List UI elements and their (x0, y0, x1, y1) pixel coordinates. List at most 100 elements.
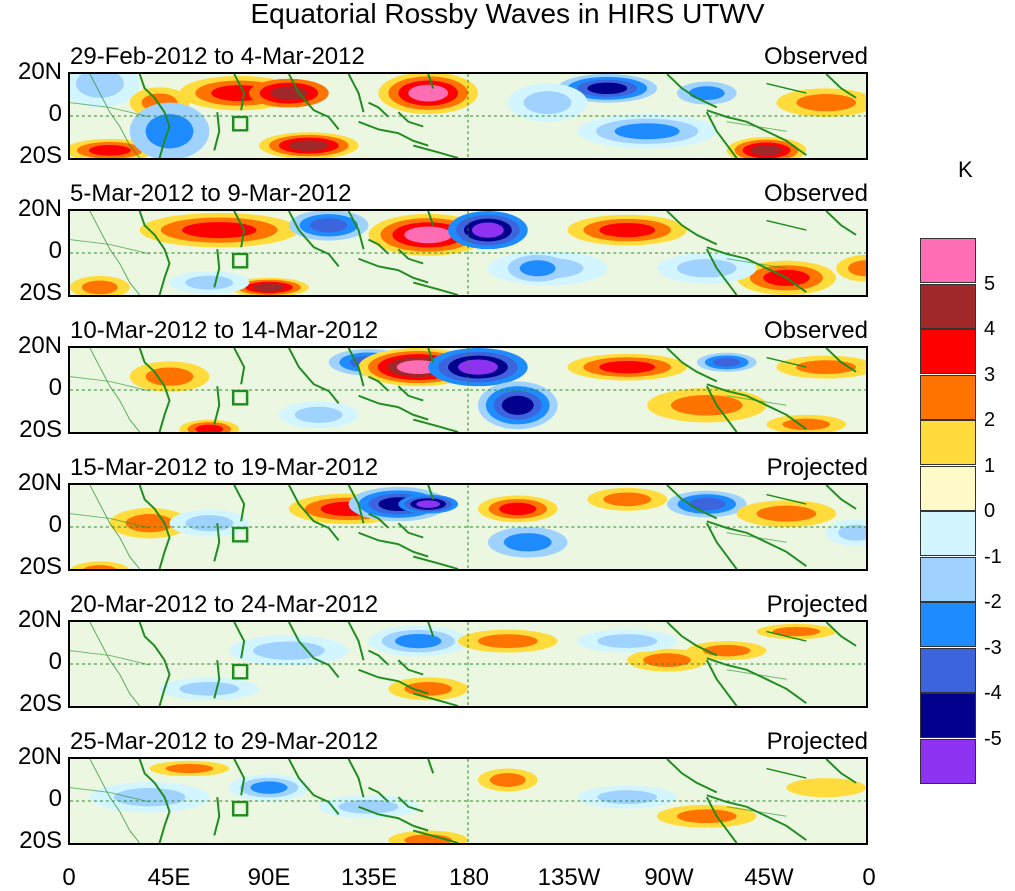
colorbar-unit: K (958, 157, 973, 182)
colorbar-swatch (920, 602, 976, 647)
y-axis-label: 0 (48, 374, 62, 401)
anomaly-contour (688, 86, 725, 100)
anomaly-contour (597, 790, 658, 805)
anomaly-contour (185, 515, 234, 532)
panel-map (68, 620, 868, 708)
map-plot (70, 348, 866, 432)
figure-title: Equatorial Rossby Waves in HIRS UTWV (250, 0, 765, 29)
anomaly-contour (404, 681, 453, 696)
anomaly-contour (523, 91, 572, 115)
panel-map (68, 483, 868, 571)
y-axis-label: 20S (19, 142, 62, 169)
x-label-45w: 45W (744, 864, 794, 891)
anomaly-contour (848, 260, 866, 277)
map-plot (70, 74, 866, 158)
panel-date-range: 15-Mar-2012 to 19-Mar-2012 (70, 454, 379, 481)
anomaly-contour (113, 788, 186, 807)
anomaly-contour (599, 222, 656, 238)
colorbar-tick-label: 2 (984, 409, 996, 431)
colorbar-swatch (920, 738, 976, 784)
anomaly-contour (676, 259, 737, 278)
colorbar-tick-label: -5 (984, 727, 1002, 750)
colorbar-swatch (920, 556, 976, 602)
panel-status: Observed (763, 43, 868, 70)
y-axis-label: 20S (19, 416, 62, 443)
anomaly-contour (395, 633, 442, 649)
y-axis-label: 20N (17, 195, 62, 222)
panel-status: Projected (766, 728, 868, 755)
x-label-0-end: 0 (862, 864, 876, 891)
anomaly-contour (519, 260, 556, 277)
anomaly-contour (489, 773, 526, 787)
y-axis-label: 20N (17, 332, 62, 359)
anomaly-contour (185, 275, 234, 290)
anomaly-contour (294, 406, 343, 423)
anomaly-contour (408, 84, 449, 102)
colorbar-swatch (920, 420, 976, 465)
y-axis-label: 20S (19, 827, 62, 854)
anomaly-contour (88, 145, 131, 156)
x-label-180: 180 (448, 864, 490, 891)
anomaly-contour (477, 634, 538, 648)
panel-map (68, 346, 868, 434)
anomaly-contour (702, 644, 751, 657)
y-axis-label: 0 (48, 785, 62, 812)
anomaly-contour (145, 367, 194, 386)
map-plot (70, 211, 866, 295)
anomaly-contour (396, 360, 440, 374)
anomaly-contour (458, 359, 498, 375)
y-axis-label: 20S (19, 553, 62, 580)
anomaly-contour (81, 280, 118, 295)
anomaly-contour (712, 357, 741, 367)
y-axis-label: 0 (48, 237, 62, 264)
anomaly-contour (165, 763, 214, 774)
colorbar-tick-label: 0 (984, 500, 996, 522)
x-label-135e: 135E (340, 864, 398, 891)
map-plot (70, 622, 866, 706)
anomaly-contour (195, 424, 224, 432)
colorbar-swatch (920, 238, 976, 283)
colorbar-swatch (920, 693, 976, 738)
anomaly-contour (688, 497, 726, 511)
panel-date-range: 29-Feb-2012 to 4-Mar-2012 (70, 43, 365, 70)
anomaly-contour (750, 145, 783, 156)
panel-map (68, 757, 868, 845)
anomaly-contour (501, 395, 534, 415)
colorbar-tick-label: 3 (984, 363, 996, 386)
x-label-90e: 90E (247, 864, 291, 891)
colorbar-swatch (920, 511, 976, 556)
anomaly-contour (838, 524, 866, 541)
colorbar-tick-label: -1 (984, 545, 1002, 568)
colorbar-tick-label: -3 (984, 636, 1002, 659)
panel-date-range: 25-Mar-2012 to 29-Mar-2012 (70, 728, 379, 755)
y-axis-label: 20N (17, 469, 62, 496)
anomaly-contour (503, 533, 552, 552)
anomaly-contour (404, 226, 453, 244)
y-axis-label: 20S (19, 690, 62, 717)
anomaly-contour (756, 505, 817, 522)
anomaly-contour (82, 565, 117, 569)
colorbar-swatch (920, 374, 976, 420)
anomaly-contour (676, 809, 737, 824)
colorbar-tick-label: 5 (984, 272, 996, 295)
panel-date-range: 20-Mar-2012 to 24-Mar-2012 (70, 591, 379, 618)
anomaly-contour (253, 641, 325, 660)
anomaly-contour (253, 283, 285, 292)
anomaly-contour (310, 218, 348, 233)
panel-status: Projected (766, 454, 868, 481)
colorbar-tick-label: 1 (984, 454, 996, 477)
colorbar-swatch (920, 283, 976, 329)
panel-date-range: 10-Mar-2012 to 14-Mar-2012 (70, 317, 379, 344)
y-axis-label: 0 (48, 511, 62, 538)
panel-status: Observed (763, 180, 868, 207)
colorbar-tick-label: 4 (984, 318, 996, 340)
colorbar-tick-label: -4 (984, 682, 1002, 704)
anomaly-contour (145, 114, 194, 149)
anomaly-contour (796, 94, 857, 112)
coastlines (70, 485, 857, 569)
panel-status: Observed (763, 317, 868, 344)
map-plot (70, 759, 866, 843)
x-label-0: 0 (62, 864, 76, 891)
anomaly-contour (786, 778, 866, 798)
x-label-45e: 45E (147, 864, 191, 891)
